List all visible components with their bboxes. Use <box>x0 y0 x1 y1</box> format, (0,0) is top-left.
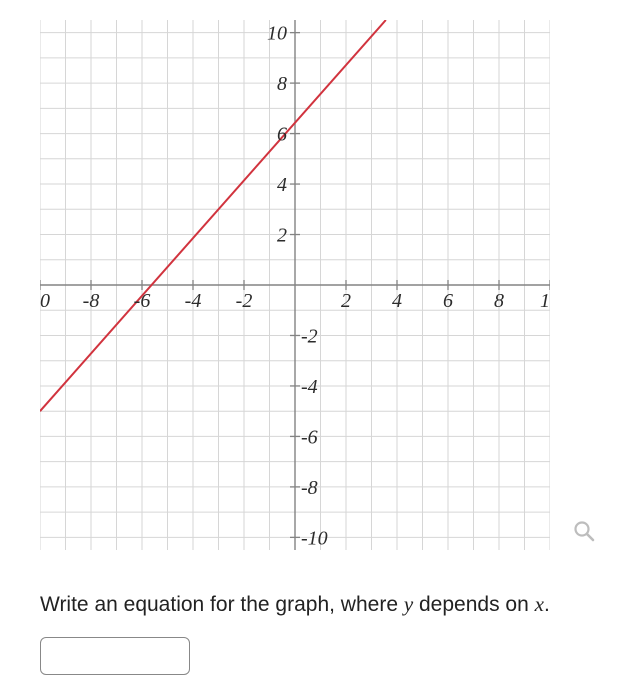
svg-text:-8: -8 <box>301 477 318 499</box>
prompt-part-3: . <box>544 593 550 616</box>
svg-text:-2: -2 <box>236 290 253 312</box>
svg-text:6: 6 <box>277 124 287 146</box>
var-y: y <box>404 592 413 616</box>
coordinate-graph: 10 -8 -6 -4 -2 2 4 6 8 10 2 4 6 8 10 -2 -4 -6 -8 -10 <box>40 20 550 550</box>
svg-text:6: 6 <box>443 290 453 312</box>
svg-text:-8: -8 <box>83 290 100 312</box>
svg-text:-2: -2 <box>301 325 318 347</box>
svg-text:10: 10 <box>267 23 287 45</box>
svg-text:-6: -6 <box>134 290 151 312</box>
prompt-part-2: depends on <box>413 593 534 616</box>
var-x: x <box>535 592 544 616</box>
svg-text:8: 8 <box>277 73 287 95</box>
svg-text:10: 10 <box>40 290 50 312</box>
svg-text:-4: -4 <box>301 376 318 398</box>
svg-text:4: 4 <box>277 174 287 196</box>
svg-text:10: 10 <box>540 290 550 312</box>
svg-text:8: 8 <box>494 290 504 312</box>
equation-input[interactable] <box>40 637 190 675</box>
svg-text:2: 2 <box>277 225 287 247</box>
svg-text:-6: -6 <box>301 426 318 448</box>
svg-text:-10: -10 <box>301 527 328 549</box>
graph-container: 10 -8 -6 -4 -2 2 4 6 8 10 2 4 6 8 10 -2 -4 -6 -8 -10 <box>40 20 603 555</box>
question-prompt: Write an equation for the graph, where y… <box>40 590 560 619</box>
svg-text:-4: -4 <box>185 290 202 312</box>
svg-text:4: 4 <box>392 290 402 312</box>
zoom-icon[interactable] <box>573 520 595 547</box>
svg-text:2: 2 <box>341 290 351 312</box>
prompt-part-1: Write an equation for the graph, where <box>40 593 404 616</box>
